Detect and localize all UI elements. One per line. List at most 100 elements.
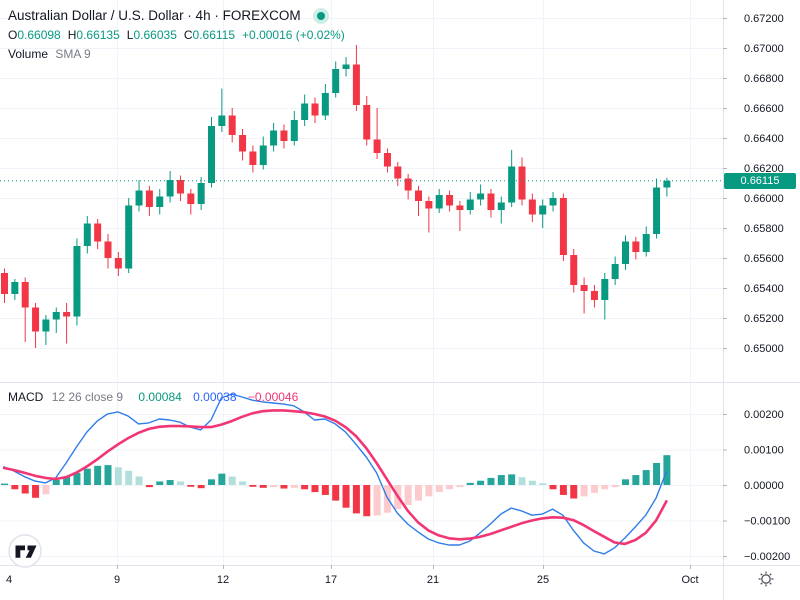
candle-body xyxy=(32,307,40,332)
candle-body xyxy=(104,241,112,258)
price-axis-label: 0.66200 xyxy=(744,163,784,175)
candle-body xyxy=(63,312,71,317)
macd-histogram-bar xyxy=(94,465,102,485)
macd-histogram-bar xyxy=(145,485,153,488)
price-axis-label: 0.65000 xyxy=(744,343,784,355)
time-axis-label: 17 xyxy=(325,574,337,586)
macd-histogram-bar xyxy=(125,470,133,485)
macd-histogram-bar xyxy=(363,485,371,517)
candle-body xyxy=(114,258,122,269)
time-scale-axis[interactable] xyxy=(0,566,723,600)
macd-label[interactable]: MACD xyxy=(8,390,44,404)
candle-body xyxy=(270,130,278,146)
macd-histogram-bar xyxy=(580,485,588,497)
candle-body xyxy=(218,115,226,126)
price-axis-label: 0.65200 xyxy=(744,313,784,325)
candle-body xyxy=(332,69,340,93)
macd-histogram-bar xyxy=(487,477,495,485)
macd-histogram-bar xyxy=(518,477,526,485)
candle-body xyxy=(301,103,309,120)
candle-body xyxy=(611,264,619,279)
macd-histogram-bar xyxy=(228,476,236,485)
macd-histogram-bar xyxy=(280,485,288,489)
macd-histogram-bar xyxy=(321,485,329,495)
time-axis-label: Oct xyxy=(681,574,698,586)
candle-body xyxy=(622,241,629,264)
macd-histogram-bar xyxy=(559,485,567,495)
candle-body xyxy=(549,198,557,206)
macd-histogram-bar xyxy=(21,485,29,494)
macd-axis-label: 0.00200 xyxy=(744,409,784,421)
macd-histogram-bar xyxy=(539,483,547,485)
settings-gear-spoke xyxy=(760,582,763,585)
candle-body xyxy=(197,183,205,204)
macd-histogram-bar xyxy=(497,475,505,485)
macd-histogram-bar xyxy=(332,485,340,501)
macd-histogram-bar xyxy=(466,482,474,485)
macd-histogram-bar xyxy=(622,479,629,485)
price-pane-canvas[interactable] xyxy=(0,0,723,382)
market-status-icon[interactable] xyxy=(312,7,329,24)
macd-histogram-bar xyxy=(508,474,516,485)
macd-histogram-bar xyxy=(32,485,40,498)
price-axis-label: 0.66400 xyxy=(744,133,784,145)
volume-label[interactable]: Volume xyxy=(8,47,49,61)
macd-histogram-bar xyxy=(435,485,443,493)
candle-body xyxy=(559,198,567,255)
price-axis-label: 0.65600 xyxy=(744,253,784,265)
price-scale-axis[interactable] xyxy=(723,0,800,565)
macd-histogram-bar xyxy=(135,476,143,485)
macd-histogram-bar xyxy=(239,481,247,485)
price-axis-label: 0.66800 xyxy=(744,73,784,85)
candle-body xyxy=(311,103,319,116)
candle-body xyxy=(653,187,661,234)
tradingview-logo-icon[interactable] xyxy=(8,534,42,568)
macd-histogram-bar xyxy=(156,481,164,485)
symbol-title[interactable]: Australian Dollar / U.S. Dollar · 4h · F… xyxy=(8,8,301,23)
macd-histogram-bar xyxy=(11,485,19,490)
settings-gear-icon[interactable] xyxy=(761,574,771,584)
macd-histogram-bar xyxy=(259,485,267,488)
macd-histogram-bar xyxy=(63,476,71,485)
time-axis-label: 9 xyxy=(114,574,120,586)
macd-histogram-bar xyxy=(632,475,640,485)
macd-histogram-bar xyxy=(176,481,184,485)
macd-histogram-bar xyxy=(83,468,91,485)
price-axis-label: 0.66000 xyxy=(744,193,784,205)
macd-histogram-bar xyxy=(197,485,205,489)
price-axis-label: 0.66600 xyxy=(744,103,784,115)
macd-pane-canvas[interactable] xyxy=(0,383,723,565)
candle-body xyxy=(259,145,267,165)
candle-body xyxy=(156,196,164,207)
macd-histogram-bar xyxy=(601,485,609,490)
macd-histogram-bar xyxy=(528,480,536,485)
macd-histogram-bar xyxy=(570,485,578,499)
macd-histogram-bar xyxy=(1,483,8,485)
macd-histogram-bar xyxy=(425,485,433,497)
macd-histogram-bar xyxy=(290,485,298,488)
macd-histogram-bar xyxy=(114,467,122,485)
candle-body xyxy=(363,105,371,140)
candle-body xyxy=(73,246,81,317)
macd-histogram-bar xyxy=(311,485,319,493)
candle-body xyxy=(52,312,60,320)
settings-gear-spoke xyxy=(760,573,763,576)
time-axis-label: 21 xyxy=(427,574,439,586)
candle-body xyxy=(208,126,215,183)
candle-body xyxy=(145,190,153,207)
price-axis-label: 0.67000 xyxy=(744,43,784,55)
candle-body xyxy=(415,190,422,201)
candle-body xyxy=(477,193,485,200)
macd-histogram-bar xyxy=(42,485,50,495)
macd-histogram-bar xyxy=(456,485,464,488)
macd-histogram-bar xyxy=(52,480,60,485)
candle-body xyxy=(508,166,516,203)
time-axis-label: 4 xyxy=(6,574,12,586)
candle-body xyxy=(466,199,474,210)
candle-body xyxy=(570,255,578,285)
candle-body xyxy=(580,285,588,291)
candle-body xyxy=(94,223,102,242)
candle-body xyxy=(632,241,640,252)
